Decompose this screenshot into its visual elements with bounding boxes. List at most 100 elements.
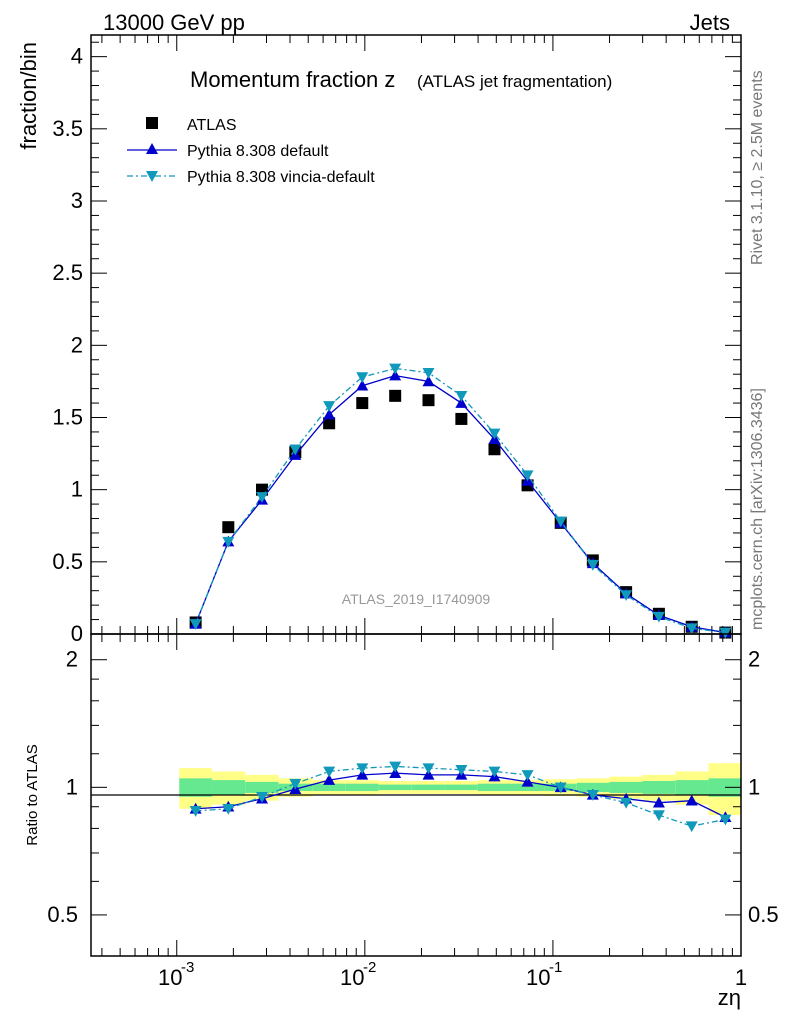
ratio-pythia-vincia-point bbox=[652, 810, 665, 822]
atlas-data-point bbox=[389, 389, 402, 402]
mcplots-label: mcplots.cern.ch [arXiv:1306.3436] bbox=[749, 388, 766, 630]
legend-marker-vincia bbox=[146, 171, 158, 182]
ratio-pythia-vincia-point bbox=[389, 761, 402, 773]
x-tick-label-1e-3: 10 bbox=[158, 965, 182, 990]
ratio-band-inner bbox=[211, 780, 246, 795]
x-axis-label: zη bbox=[718, 985, 741, 1010]
ratio-plot-frame bbox=[90, 633, 742, 957]
ratio-pythia-vincia-line bbox=[195, 765, 726, 827]
ratio-pythia-default-point bbox=[652, 796, 665, 808]
ratio-pythia-vincia-point bbox=[719, 814, 732, 826]
ratio-pythia-default-point bbox=[389, 767, 402, 778]
process-label: Jets bbox=[690, 10, 730, 35]
pythia-default-point bbox=[323, 408, 336, 420]
atlas-data-point bbox=[488, 443, 501, 456]
ratio-band-inner bbox=[345, 783, 379, 792]
main-y-tick-label: 0.5 bbox=[52, 549, 83, 574]
ratio-pythia-vincia-point bbox=[685, 821, 698, 833]
main-y-tick-label: 1 bbox=[71, 477, 83, 502]
ratio-pythia-vincia-point bbox=[455, 764, 468, 776]
pythia-default-point bbox=[455, 397, 468, 408]
ratio-panel: 0.5 0.5 1 1 2 2 Ratio to ATLAS bbox=[24, 633, 779, 957]
chart-title-main: Momentum fraction z bbox=[190, 67, 395, 92]
pythia-vincia-point bbox=[455, 391, 468, 402]
legend-marker-default bbox=[146, 143, 158, 154]
energy-label: 13000 GeV pp bbox=[103, 10, 245, 35]
main-series bbox=[189, 363, 732, 639]
ratio-pythia-vincia-point bbox=[620, 797, 633, 809]
x-tick-label-1e-1: 10 bbox=[526, 965, 550, 990]
ratio-pythia-default-point bbox=[422, 768, 435, 780]
ratio-pythia-vincia-point bbox=[289, 778, 302, 790]
atlas-data-point bbox=[422, 394, 435, 407]
ratio-band-inner bbox=[312, 783, 346, 792]
pythia-vincia-point bbox=[323, 401, 336, 412]
atlas-data-point bbox=[323, 417, 336, 430]
legend-label-atlas: ATLAS bbox=[187, 117, 237, 134]
pythia-vincia-point bbox=[289, 444, 302, 456]
main-ticks bbox=[91, 35, 742, 635]
pythia-vincia-point bbox=[222, 536, 235, 548]
pythia-vincia-point bbox=[652, 611, 665, 623]
ratio-band-inner bbox=[708, 778, 741, 797]
ratio-pythia-vincia-point bbox=[356, 763, 369, 775]
ratio-pythia-default-point bbox=[685, 794, 698, 806]
ratio-y-tick-label-right: 1 bbox=[748, 774, 760, 799]
ratio-pythia-vincia-point bbox=[422, 763, 435, 775]
ratio-pythia-vincia-point bbox=[323, 766, 336, 778]
main-y-tick-label: 0 bbox=[71, 621, 83, 646]
legend-marker-atlas bbox=[146, 117, 158, 129]
main-y-tick-label: 1.5 bbox=[52, 404, 83, 429]
ratio-band-inner bbox=[511, 783, 545, 792]
ratio-band-inner bbox=[642, 780, 676, 794]
ratio-band-inner bbox=[444, 784, 478, 791]
main-y-tick-label: 3.5 bbox=[52, 116, 83, 141]
pythia-vincia-point bbox=[554, 516, 567, 528]
main-y-axis-label: fraction/bin bbox=[16, 42, 41, 150]
pythia-default-point bbox=[356, 379, 369, 391]
ratio-y-tick-label: 1 bbox=[66, 774, 78, 799]
atlas-data-point bbox=[356, 397, 369, 410]
x-tick-label-1: 1 bbox=[735, 965, 747, 990]
main-y-tick-label: 2.5 bbox=[52, 260, 83, 285]
ratio-pythia-vincia-point bbox=[586, 790, 599, 801]
ratio-band-inner bbox=[411, 784, 445, 791]
ratio-pythia-vincia-point bbox=[189, 806, 202, 817]
pythia-vincia-point bbox=[356, 372, 369, 384]
main-y-tick-labels: 0 0.5 1 1.5 2 2.5 3 3.5 4 bbox=[52, 44, 83, 646]
ratio-uncertainty-bands bbox=[179, 763, 741, 816]
ratio-y-axis-label: Ratio to ATLAS bbox=[24, 744, 41, 845]
rivet-label: Rivet 3.1.10, ≥ 2.5M events bbox=[749, 70, 766, 265]
pythia-vincia-point bbox=[488, 428, 501, 440]
pythia-vincia-point bbox=[685, 623, 698, 635]
ratio-pythia-vincia-point bbox=[222, 803, 235, 815]
main-y-tick-label: 4 bbox=[71, 44, 83, 69]
ratio-y-tick-labels: 0.5 0.5 1 1 2 2 bbox=[47, 647, 778, 927]
ratio-y-tick-label: 2 bbox=[66, 647, 78, 672]
ratio-pythia-default-point bbox=[323, 774, 336, 785]
ratio-ticks bbox=[91, 634, 742, 957]
ratio-band-inner bbox=[576, 782, 610, 792]
chart-title: Momentum fraction z (ATLAS jet fragmenta… bbox=[190, 67, 612, 92]
ratio-pythia-vincia-point bbox=[488, 766, 501, 778]
ratio-pythia-default-point bbox=[356, 768, 369, 780]
pythia-vincia-point bbox=[719, 627, 732, 639]
ratio-band-inner bbox=[609, 781, 643, 793]
ratio-band-inner bbox=[179, 778, 212, 797]
pythia-vincia-point bbox=[620, 590, 633, 602]
pythia-vincia-point bbox=[422, 367, 435, 379]
ratio-y-tick-label: 0.5 bbox=[47, 902, 78, 927]
ratio-band-inner bbox=[477, 783, 512, 792]
main-y-tick-label: 3 bbox=[71, 188, 83, 213]
legend-label-vincia: Pythia 8.308 vincia-default bbox=[187, 169, 375, 186]
main-y-tick-label: 2 bbox=[71, 332, 83, 357]
pythia-vincia-point bbox=[189, 619, 202, 630]
main-panel: 0 0.5 1 1.5 2 2.5 3 3.5 4 fraction/bin ATLAS_201… bbox=[16, 34, 742, 646]
ratio-y-tick-label-right: 0.5 bbox=[748, 902, 779, 927]
ratio-series bbox=[189, 761, 732, 833]
legend-label-default: Pythia 8.308 default bbox=[187, 143, 329, 160]
x-tick-exp-1e-2: -2 bbox=[363, 959, 376, 976]
pythia-vincia-point bbox=[586, 559, 599, 571]
watermark: ATLAS_2019_I1740909 bbox=[342, 591, 491, 607]
